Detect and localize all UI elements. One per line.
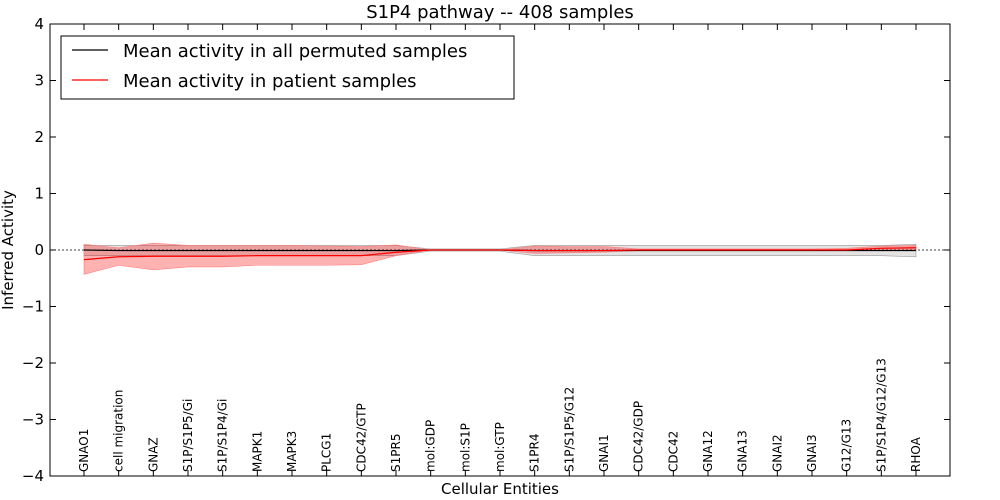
x-tick-label: mol:GDP xyxy=(424,420,438,472)
y-tick-label: 3 xyxy=(34,72,44,90)
x-axis-label: Cellular Entities xyxy=(441,480,559,498)
x-tick-label: CDC42 xyxy=(666,431,680,472)
x-tick-label: mol:S1P xyxy=(458,423,472,472)
series-line-patient xyxy=(83,247,917,261)
x-tick-label: GNAI1 xyxy=(597,434,611,472)
y-tick-label: 4 xyxy=(34,15,44,33)
y-tick-label: −4 xyxy=(22,467,44,485)
y-tick-label: 1 xyxy=(34,185,44,203)
legend-label-permuted: Mean activity in all permuted samples xyxy=(123,41,467,62)
legend: Mean activity in all permuted samples Me… xyxy=(60,35,515,100)
x-tick-label: GNA12 xyxy=(701,430,715,472)
x-tick-label: GNAI3 xyxy=(805,434,819,472)
x-tick-label: CDC42/GTP xyxy=(354,403,368,472)
x-tick-label: G12/G13 xyxy=(840,419,854,472)
legend-box xyxy=(60,35,515,100)
y-tick-label: 2 xyxy=(34,128,44,146)
x-tick-label: RHOA xyxy=(909,436,923,472)
y-tick-label: −3 xyxy=(22,411,44,429)
y-tick-label: −2 xyxy=(22,354,44,372)
x-tick-label: GNAZ xyxy=(146,437,160,472)
x-tick-label: S1PR5 xyxy=(389,434,403,472)
x-tick-label: S1P/S1P4/G12/G13 xyxy=(874,358,888,472)
x-tick-label: CDC42/GDP xyxy=(632,401,646,472)
x-tick-label: S1PR4 xyxy=(528,434,542,472)
legend-label-patient: Mean activity in patient samples xyxy=(123,71,417,92)
x-tick-label: S1P/S1P5/Gi xyxy=(181,399,195,472)
x-tick-label: GNAI2 xyxy=(770,434,784,472)
y-axis-label: Inferred Activity xyxy=(0,190,17,310)
y-tick-label: −1 xyxy=(22,298,44,316)
y-tick-label: 0 xyxy=(34,241,44,259)
chart-title: S1P4 pathway -- 408 samples xyxy=(366,2,634,23)
x-tick-label: MAPK3 xyxy=(285,431,299,472)
x-tick-label: S1P/S1P5/G12 xyxy=(562,387,576,472)
x-tick-label: mol:GTP xyxy=(493,422,507,472)
x-tick-label: PLCG1 xyxy=(320,433,334,472)
x-tick-label: S1P/S1P4/Gi xyxy=(216,399,230,472)
x-tick-label: GNAO1 xyxy=(77,429,91,472)
x-tick-label: cell migration xyxy=(112,390,126,472)
x-tick-label: GNA13 xyxy=(736,430,750,472)
x-tick-label: MAPK1 xyxy=(250,431,264,472)
